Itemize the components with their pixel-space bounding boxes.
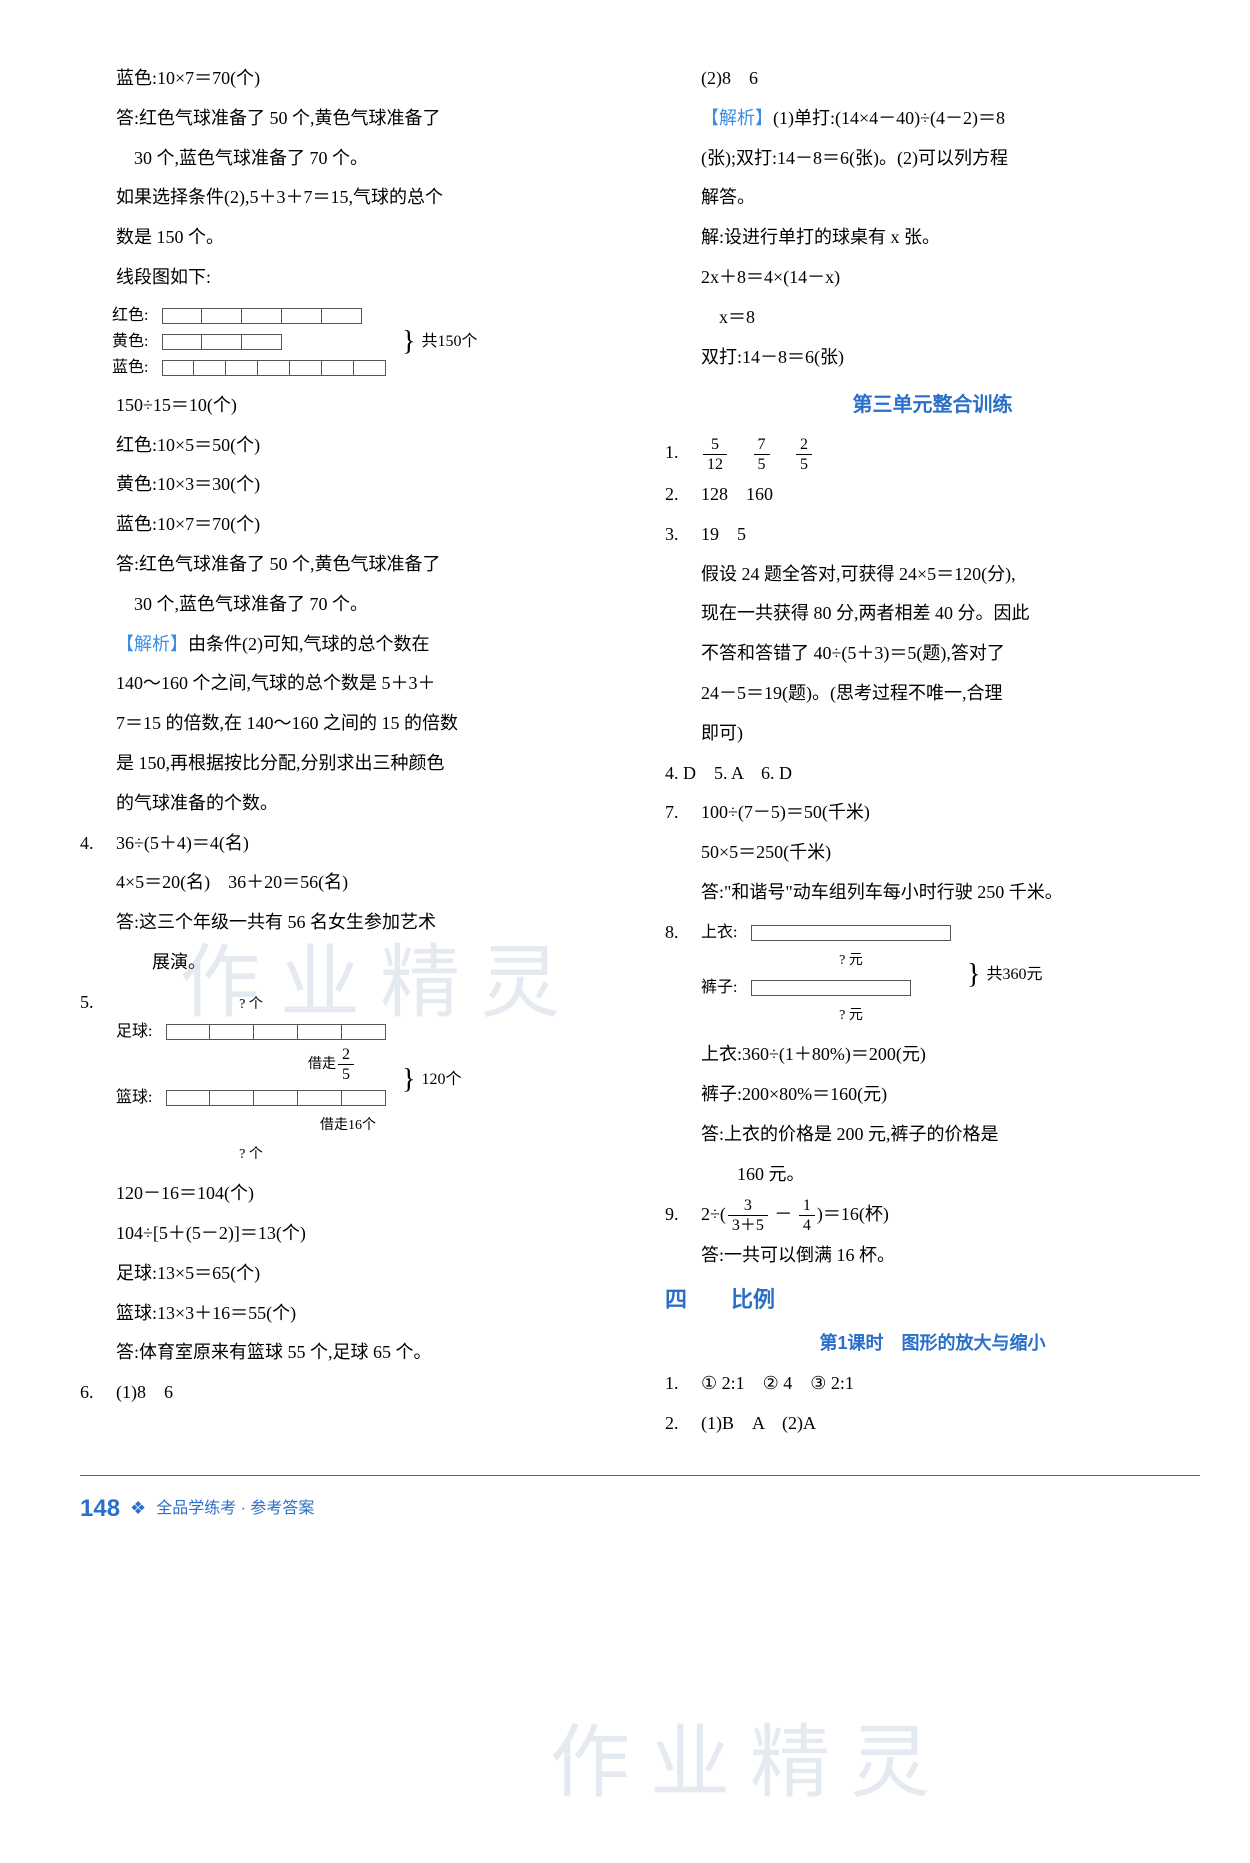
question-r2: 2. (1)B A (2)A	[665, 1405, 1200, 1445]
text-line: 160 元。	[701, 1156, 1200, 1194]
text-line: 假设 24 题全答对,可获得 24×5＝120(分),	[701, 556, 1200, 594]
brace-icon: }	[402, 328, 415, 356]
text-line: 512 75 25	[701, 434, 1200, 474]
text-line: 线段图如下:	[80, 259, 615, 297]
section-title: 第三单元整合训练	[665, 384, 1200, 426]
subsection-title: 第1课时 图形的放大与缩小	[665, 1325, 1200, 1363]
text-line: 30 个,蓝色气球准备了 70 个。	[80, 586, 615, 624]
question-456: 4. D 5. A 6. D	[665, 755, 1200, 793]
question-r1: 1. ① 2:1 ② 4 ③ 2:1	[665, 1365, 1200, 1405]
text-line: (1)B A (2)A	[701, 1405, 1200, 1443]
brace-icon: }	[402, 1066, 415, 1094]
text-line: 现在一共获得 80 分,两者相差 40 分。因此	[701, 595, 1200, 633]
text-line: 150÷15＝10(个)	[80, 387, 615, 425]
question-5: 5. ? 个 足球: 借走25 篮球: 借走16个 ? 个 }	[80, 984, 615, 1375]
watermark: 作业精灵	[550, 1680, 950, 1848]
question-9: 9. 2÷(33＋5 － 14)＝16(杯) 答:一共可以倒满 16 杯。	[665, 1196, 1200, 1277]
text-line: 104÷[5＋(5－2)]＝13(个)	[116, 1215, 615, 1253]
text-line: 30 个,蓝色气球准备了 70 个。	[80, 140, 615, 178]
question-number: 7.	[665, 794, 701, 913]
text-line: 解答。	[665, 179, 1200, 217]
text-line: 19 5	[701, 516, 1200, 554]
text-line: 蓝色:10×7＝70(个)	[80, 60, 615, 98]
text-line: 解:设进行单打的球桌有 x 张。	[665, 219, 1200, 257]
segment-diagram: 上衣: ? 元 裤子: ? 元 } 共360元	[701, 920, 1200, 1031]
question-number: 1.	[665, 1365, 701, 1405]
text-line: 120－16＝104(个)	[116, 1175, 615, 1213]
text-line: 4×5＝20(名) 36＋20＝56(名)	[116, 864, 615, 902]
question-number: 9.	[665, 1196, 701, 1277]
text-line: 裤子:200×80%＝160(元)	[701, 1076, 1200, 1114]
question-number: 5.	[80, 984, 116, 1375]
question-6: 6. (1)8 6	[80, 1374, 615, 1414]
text-line: 展演。	[116, 944, 615, 982]
text-line: 2÷(33＋5 － 14)＝16(杯)	[701, 1196, 1200, 1236]
question-3: 3. 19 5 假设 24 题全答对,可获得 24×5＝120(分), 现在一共…	[665, 516, 1200, 755]
text-line: 36÷(5＋4)＝4(名)	[116, 825, 615, 863]
text-line: x＝8	[665, 299, 1200, 337]
question-number: 2.	[665, 1405, 701, 1445]
right-column: (2)8 6 【解析】(1)单打:(14×4－40)÷(4－2)＝8 (张);双…	[665, 60, 1200, 1445]
text-line: (张);双打:14－8＝6(张)。(2)可以列方程	[665, 140, 1200, 178]
diagram-total: 共150个	[421, 325, 477, 359]
text-line: 足球:13×5＝65(个)	[116, 1255, 615, 1293]
text-line: 答:红色气球准备了 50 个,黄色气球准备了	[80, 100, 615, 138]
question-4: 4. 36÷(5＋4)＝4(名) 4×5＝20(名) 36＋20＝56(名) 答…	[80, 825, 615, 984]
chapter-title: 四 比例	[665, 1277, 1200, 1323]
brace-icon: }	[967, 961, 980, 989]
page-number: 148	[80, 1484, 120, 1534]
question-number: 4.	[80, 825, 116, 984]
text-line: 答:上衣的价格是 200 元,裤子的价格是	[701, 1116, 1200, 1154]
text-line: 的气球准备的个数。	[80, 785, 615, 823]
text-line: 50×5＝250(千米)	[701, 834, 1200, 872]
question-number: 1.	[665, 434, 701, 476]
text-line: 即可)	[701, 715, 1200, 753]
text-line: 黄色:10×3＝30(个)	[80, 466, 615, 504]
diagram-total: 共360元	[986, 958, 1042, 992]
text-line: 7＝15 的倍数,在 140～160 之间的 15 的倍数	[80, 705, 615, 743]
text-line: 答:"和谐号"动车组列车每小时行驶 250 千米。	[701, 874, 1200, 912]
analysis-label: 【解析】	[116, 634, 188, 654]
text-line: 24－5＝19(题)。(思考过程不唯一,合理	[701, 675, 1200, 713]
question-number: 6.	[80, 1374, 116, 1414]
text-line: 140～160 个之间,气球的总个数是 5＋3＋	[80, 665, 615, 703]
question-2: 2. 128 160	[665, 476, 1200, 516]
question-1: 1. 512 75 25	[665, 434, 1200, 476]
text-line: (2)8 6	[665, 60, 1200, 98]
text-line: 数是 150 个。	[80, 219, 615, 257]
text-line: 如果选择条件(2),5＋3＋7＝15,气球的总个	[80, 179, 615, 217]
text-line: 双打:14－8＝6(张)	[665, 339, 1200, 377]
text-line: 100÷(7－5)＝50(千米)	[701, 794, 1200, 832]
text-line: 是 150,再根据按比分配,分别求出三种颜色	[80, 745, 615, 783]
question-number: 8.	[665, 914, 701, 1196]
page-footer: 148 ❖ 全品学练考 · 参考答案	[80, 1475, 1200, 1534]
analysis-line: 【解析】(1)单打:(14×4－40)÷(4－2)＝8	[665, 100, 1200, 138]
segment-diagram: ? 个 足球: 借走25 篮球: 借走16个 ? 个 } 120个	[116, 990, 615, 1170]
analysis-line: 【解析】由条件(2)可知,气球的总个数在	[80, 626, 615, 664]
text-line: 答:一共可以倒满 16 杯。	[701, 1237, 1200, 1275]
question-number: 3.	[665, 516, 701, 755]
text-line: 2x＋8＝4×(14－x)	[665, 259, 1200, 297]
text-line: 答:体育室原来有篮球 55 个,足球 65 个。	[116, 1334, 615, 1372]
text-line: 不答和答错了 40÷(5＋3)＝5(题),答对了	[701, 635, 1200, 673]
segment-diagram: 红色: 黄色: 蓝色: } 共150个	[112, 303, 615, 381]
diamond-icon: ❖	[130, 1490, 146, 1528]
text-line: 答:这三个年级一共有 56 名女生参加艺术	[116, 904, 615, 942]
text-line: 红色:10×5＝50(个)	[80, 427, 615, 465]
text-line: 篮球:13×3＋16＝55(个)	[116, 1295, 615, 1333]
footer-text: 全品学练考 · 参考答案	[156, 1492, 314, 1526]
text-line: ① 2:1 ② 4 ③ 2:1	[701, 1365, 1200, 1403]
text-line: 128 160	[701, 476, 1200, 514]
question-8: 8. 上衣: ? 元 裤子: ? 元 } 共360元 上衣:360÷(1＋80	[665, 914, 1200, 1196]
text-line: 上衣:360÷(1＋80%)＝200(元)	[701, 1036, 1200, 1074]
diagram-total: 120个	[421, 1063, 461, 1097]
analysis-label: 【解析】	[701, 108, 773, 128]
question-number: 2.	[665, 476, 701, 516]
text-line: 蓝色:10×7＝70(个)	[80, 506, 615, 544]
question-7: 7. 100÷(7－5)＝50(千米) 50×5＝250(千米) 答:"和谐号"…	[665, 794, 1200, 913]
left-column: 蓝色:10×7＝70(个) 答:红色气球准备了 50 个,黄色气球准备了 30 …	[80, 60, 615, 1445]
text-line: (1)8 6	[116, 1374, 615, 1412]
text-line: 答:红色气球准备了 50 个,黄色气球准备了	[80, 546, 615, 584]
